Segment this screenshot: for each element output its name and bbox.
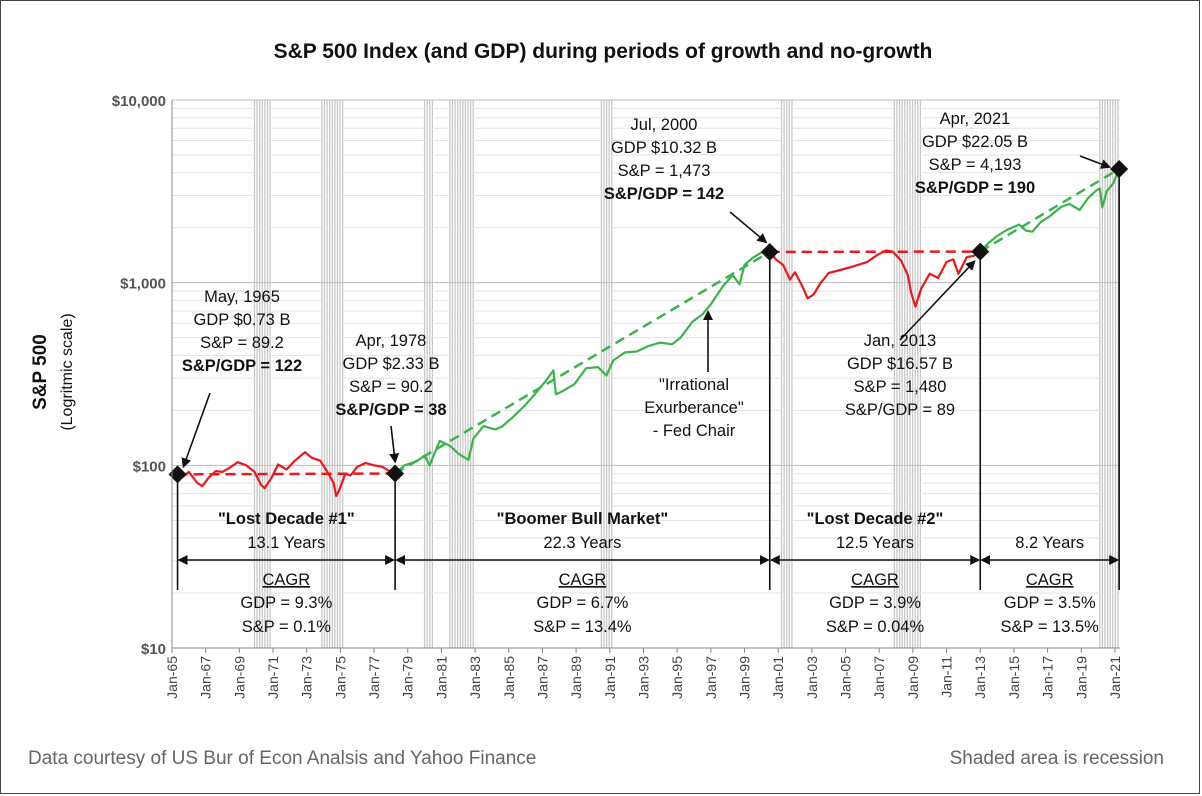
cagr-gdp: GDP = 9.3%: [240, 594, 332, 612]
x-tick-label: Jan-05: [838, 656, 854, 699]
x-tick-label: Jan-19: [1073, 656, 1089, 699]
annotation-2013: GDP $16.57 B: [847, 355, 953, 373]
x-tick-label: Jan-07: [871, 656, 887, 699]
cagr-heading: CAGR: [559, 571, 607, 589]
annotation-2000: S&P/GDP = 142: [604, 185, 724, 203]
x-tick-label: Jan-79: [400, 656, 416, 699]
annotation-arrow: [729, 211, 768, 244]
x-tick-label: Jan-77: [366, 656, 382, 699]
x-tick-label: Jan-65: [164, 656, 180, 699]
annotation-1978: Apr, 1978: [356, 332, 427, 350]
x-tick-label: Jan-21: [1107, 656, 1123, 699]
trend-line: [177, 472, 396, 476]
source-footnote: Data courtesy of US Bur of Econ Analsis …: [28, 748, 536, 769]
cagr-gdp: GDP = 3.5%: [1004, 594, 1096, 612]
series-line: [979, 168, 1121, 253]
x-tick-label: Jan-97: [703, 656, 719, 699]
y-tick-label: $10,000: [112, 93, 166, 110]
annotation-2021: Apr, 2021: [940, 110, 1011, 128]
annotation-arrow: [899, 260, 976, 341]
annotation-2000: Jul, 2000: [631, 116, 698, 134]
annotation-1965: S&P = 89.2: [200, 334, 284, 352]
annotation-1978: S&P = 90.2: [349, 378, 433, 396]
x-tick-label: Jan-75: [332, 656, 348, 699]
data-point-marker: [168, 465, 187, 484]
cagr-sp: S&P = 0.04%: [826, 618, 925, 636]
annotation-arrow: [181, 392, 211, 469]
x-tick-label: Jan-95: [669, 656, 685, 699]
cagr-heading: CAGR: [851, 571, 899, 589]
recession-footnote: Shaded area is recession: [950, 748, 1164, 769]
annotation-fed-chair: "Irrational: [659, 376, 729, 394]
data-point-marker: [760, 242, 779, 261]
x-tick-label: Jan-15: [1006, 656, 1022, 699]
x-tick-label: Jan-71: [265, 656, 281, 699]
data-point-marker: [971, 242, 990, 261]
x-tick-label: Jan-99: [737, 656, 753, 699]
period-duration: 13.1 Years: [247, 534, 325, 552]
x-tick-label: Jan-01: [770, 656, 786, 699]
y-tick-label: $1,000: [120, 276, 166, 293]
annotation-2013: S&P/GDP = 89: [845, 401, 955, 419]
period-duration: 12.5 Years: [836, 534, 914, 552]
x-tick-label: Jan-85: [501, 656, 517, 699]
annotation-2013: Jan, 2013: [864, 332, 936, 350]
annotation-1978: GDP $2.33 B: [343, 355, 440, 373]
cagr-sp: S&P = 13.5%: [1001, 618, 1100, 636]
annotation-1965: S&P/GDP = 122: [182, 357, 302, 375]
data-point-marker: [386, 464, 405, 483]
x-tick-label: Jan-83: [467, 656, 483, 699]
annotation-2021: S&P/GDP = 190: [915, 179, 1035, 197]
annotation-1978: S&P/GDP = 38: [335, 401, 446, 419]
y-tick-label: $10: [141, 641, 166, 658]
period-name: "Boomer Bull Market": [497, 510, 669, 528]
period-name: "Lost Decade #1": [218, 510, 355, 528]
annotation-fed-chair: Exurberance": [644, 399, 744, 417]
x-tick-label: Jan-91: [602, 656, 618, 699]
x-tick-label: Jan-69: [231, 656, 247, 699]
annotation-1965: May, 1965: [204, 288, 280, 306]
period-duration: 8.2 Years: [1015, 534, 1084, 552]
cagr-gdp: GDP = 6.7%: [536, 594, 628, 612]
y-tick-label: $100: [133, 458, 166, 475]
x-tick-label: Jan-13: [972, 656, 988, 699]
x-tick-label: Jan-73: [299, 656, 315, 699]
cagr-sp: S&P = 0.1%: [242, 618, 331, 636]
annotation-2021: GDP $22.05 B: [922, 133, 1028, 151]
period-name: "Lost Decade #2": [807, 510, 944, 528]
annotation-arrow: [1079, 155, 1112, 169]
x-tick-label: Jan-89: [568, 656, 584, 699]
period-duration: 22.3 Years: [543, 534, 621, 552]
chart-title: S&P 500 Index (and GDP) during periods o…: [274, 40, 933, 63]
annotation-2021: S&P = 4,193: [929, 156, 1022, 174]
series-line: [768, 249, 981, 308]
cagr-heading: CAGR: [262, 571, 310, 589]
annotation-2000: GDP $10.32 B: [611, 139, 717, 157]
series-line: [394, 250, 770, 475]
annotation-fed-chair: - Fed Chair: [653, 422, 736, 440]
x-tick-label: Jan-67: [198, 656, 214, 699]
cagr-heading: CAGR: [1026, 571, 1074, 589]
annotation-1965: GDP $0.73 B: [194, 311, 291, 329]
x-tick-label: Jan-17: [1040, 656, 1056, 699]
trend-line: [394, 250, 771, 475]
y-axis-label: S&P 500: [30, 334, 51, 410]
trend-line: [979, 167, 1120, 253]
x-tick-label: Jan-11: [939, 656, 955, 698]
annotation-2000: S&P = 1,473: [618, 162, 711, 180]
x-tick-label: Jan-09: [905, 656, 921, 699]
annotation-arrow: [389, 425, 400, 464]
x-tick-label: Jan-93: [635, 656, 651, 699]
x-tick-label: Jan-81: [433, 656, 449, 699]
y-axis-sublabel: (Logritmic scale): [59, 313, 76, 430]
x-tick-label: Jan-03: [804, 656, 820, 699]
annotation-2013: S&P = 1,480: [854, 378, 947, 396]
cagr-sp: S&P = 13.4%: [533, 618, 632, 636]
data-point-marker: [1110, 159, 1129, 178]
cagr-gdp: GDP = 3.9%: [829, 594, 921, 612]
x-tick-label: Jan-87: [534, 656, 550, 699]
